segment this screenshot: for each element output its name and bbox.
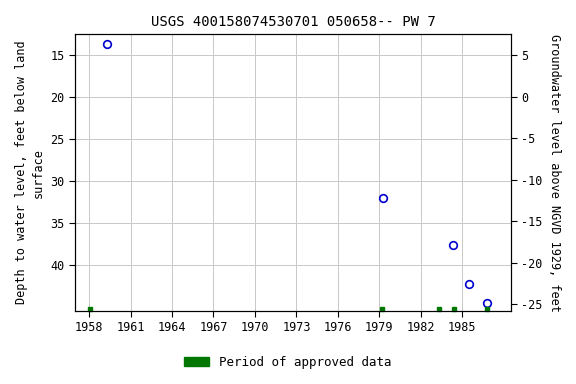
Legend: Period of approved data: Period of approved data <box>179 351 397 374</box>
Y-axis label: Depth to water level, feet below land
surface: Depth to water level, feet below land su… <box>15 41 45 305</box>
Y-axis label: Groundwater level above NGVD 1929, feet: Groundwater level above NGVD 1929, feet <box>548 34 561 311</box>
Title: USGS 400158074530701 050658-- PW 7: USGS 400158074530701 050658-- PW 7 <box>150 15 435 29</box>
